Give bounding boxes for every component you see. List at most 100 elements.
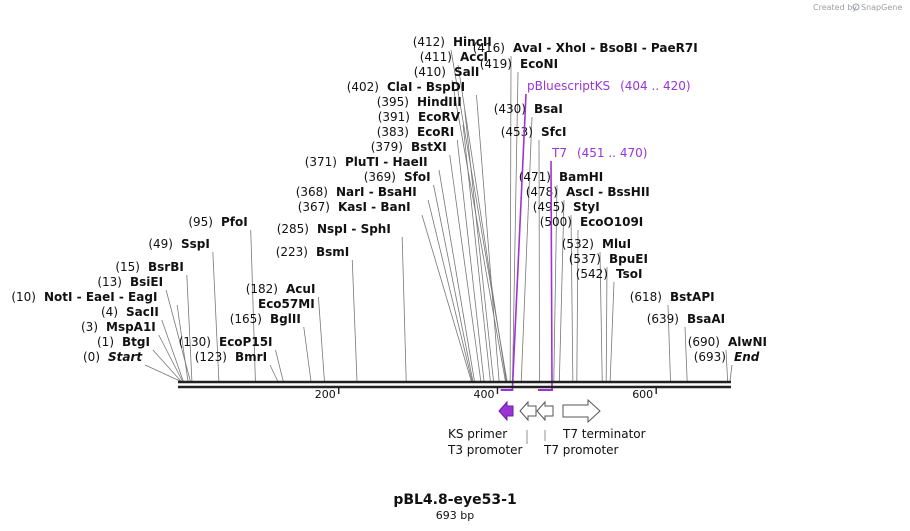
enzyme-label-ecop15i[interactable]: (130) EcoP15I — [179, 335, 273, 349]
enzyme-position: (693) — [694, 350, 726, 364]
enzyme-label-hincii[interactable]: (412) HincII — [413, 35, 492, 49]
enzyme-name: BstAPI — [670, 290, 715, 304]
enzyme-label-styi[interactable]: (495) StyI — [533, 200, 600, 214]
enzyme-name: SfcI — [541, 125, 566, 139]
credit-brand: SnapGene — [861, 3, 902, 12]
enzyme-label-pluti-haeii[interactable]: (371) PluTI - HaeII — [305, 155, 428, 169]
enzyme-name: Start — [108, 350, 143, 364]
enzyme-name: NotI - EaeI - EagI — [44, 290, 157, 304]
leader-line-bpuei — [605, 266, 608, 382]
enzyme-label-bstxi[interactable]: (379) BstXI — [371, 140, 447, 154]
enzyme-label-hindiii[interactable]: (395) HindIII — [377, 95, 462, 109]
enzyme-position: (500) — [540, 215, 572, 229]
enzyme-position: (4) — [101, 305, 118, 319]
t7-terminator-arrow-icon[interactable] — [562, 398, 601, 424]
leader-line-bsmi — [351, 259, 358, 382]
enzyme-name: BmrI — [235, 350, 267, 364]
enzyme-name: StyI — [573, 200, 600, 214]
enzyme-label-bglii[interactable]: (165) BglII — [230, 312, 301, 326]
snapgene-logo-icon — [852, 3, 860, 11]
enzyme-label-sspi[interactable]: (49) SspI — [148, 237, 209, 251]
primer-leader-t7 — [550, 160, 553, 391]
enzyme-position: (130) — [179, 335, 211, 349]
ruler-ticks: 200 400 600 — [315, 388, 657, 401]
enzyme-name: BtgI — [122, 335, 150, 349]
enzyme-label-start[interactable]: (0) Start — [83, 350, 143, 364]
enzyme-name: BstXI — [411, 140, 447, 154]
feature-label-ks-primer: KS primer — [448, 427, 507, 441]
t3-promoter-arrow-icon[interactable] — [519, 400, 537, 422]
enzyme-label-acui[interactable]: (182) AcuI — [246, 282, 316, 296]
enzyme-name: AlwNI — [728, 335, 767, 349]
enzyme-label-bsrbi[interactable]: (15) BsrBI — [115, 260, 183, 274]
enzyme-label-avai-xhoi-bsobi-paer7i[interactable]: (416) AvaI - XhoI - BsoBI - PaeR7I — [473, 41, 698, 55]
primer-label-pbluescriptks[interactable]: pBluescriptKS (404 .. 420) — [527, 79, 691, 93]
enzyme-name: Eco57MI — [258, 297, 315, 311]
enzyme-label-sacii[interactable]: (4) SacII — [101, 305, 159, 319]
enzyme-position: (10) — [11, 290, 36, 304]
enzyme-name: AvaI - XhoI - BsoBI - PaeR7I — [513, 41, 698, 55]
enzyme-label-econi[interactable]: (419) EcoNI — [480, 57, 558, 71]
enzyme-label-eco57mi[interactable]: Eco57MI — [258, 297, 315, 311]
leader-line-mlui — [599, 251, 603, 382]
enzyme-label-nspi-sphi[interactable]: (285) NspI - SphI — [277, 222, 391, 236]
enzyme-name: SspI — [181, 237, 210, 251]
enzyme-name: BpuEI — [609, 252, 648, 266]
leader-line-ecop15i — [275, 349, 284, 382]
enzyme-position: (223) — [276, 245, 308, 259]
enzyme-label-acci[interactable]: (411) AccI — [420, 50, 488, 64]
enzyme-name: NarI - BsaHI — [336, 185, 417, 199]
enzyme-label-mspa1i[interactable]: (3) MspA1I — [81, 320, 156, 334]
enzyme-label-bsiei[interactable]: (13) BsiEI — [97, 275, 163, 289]
enzyme-label-bsai[interactable]: (430) BsaI — [494, 102, 563, 116]
leader-line-asci-bsshii — [558, 199, 565, 382]
enzyme-position: (639) — [647, 312, 679, 326]
enzyme-label-tsoi[interactable]: (542) TsoI — [576, 267, 643, 281]
enzyme-position: (453) — [501, 125, 533, 139]
enzyme-label-end[interactable]: (693) End — [694, 350, 760, 364]
enzyme-label-asci-bsshii[interactable]: (478) AscI - BssHII — [526, 185, 650, 199]
enzyme-label-bsaai[interactable]: (639) BsaAI — [647, 312, 725, 326]
enzyme-position: (402) — [347, 80, 379, 94]
enzyme-label-btgi[interactable]: (1) BtgI — [97, 335, 150, 349]
enzyme-name: PluTI - HaeII — [345, 155, 428, 169]
leader-line-sacii — [161, 319, 184, 382]
enzyme-label-nari-bsahi[interactable]: (368) NarI - BsaHI — [296, 185, 417, 199]
leader-line-pfoi — [250, 229, 256, 382]
enzyme-label-sfci[interactable]: (453) SfcI — [501, 125, 567, 139]
leader-line-bsiei — [165, 289, 191, 382]
enzyme-name: MluI — [602, 237, 631, 251]
enzyme-position: (411) — [420, 50, 452, 64]
enzyme-label-sfoi[interactable]: (369) SfoI — [364, 170, 431, 184]
leader-line-bsai — [520, 116, 533, 382]
enzyme-position: (95) — [188, 215, 213, 229]
ks-primer-arrow-icon[interactable] — [498, 400, 514, 422]
enzyme-position: (49) — [148, 237, 173, 251]
enzyme-name: EcoP15I — [219, 335, 273, 349]
enzyme-name: EcoNI — [520, 57, 558, 71]
enzyme-position: (1) — [97, 335, 114, 349]
enzyme-label-noti-eaei-eagi[interactable]: (10) NotI - EaeI - EagI — [11, 290, 157, 304]
enzyme-name: SalI — [454, 65, 479, 79]
t7-promoter-arrow-icon[interactable] — [536, 400, 554, 422]
enzyme-name: HincII — [453, 35, 492, 49]
leader-line-mspa1i — [158, 334, 183, 382]
enzyme-name: AcuI — [286, 282, 315, 296]
enzyme-label-clai-bspdi[interactable]: (402) ClaI - BspDI — [347, 80, 465, 94]
enzyme-label-ecorv[interactable]: (391) EcoRV — [378, 110, 461, 124]
enzyme-label-bstapi[interactable]: (618) BstAPI — [630, 290, 715, 304]
enzyme-label-alwni[interactable]: (690) AlwNI — [688, 335, 767, 349]
enzyme-label-sali[interactable]: (410) SalI — [414, 65, 480, 79]
enzyme-label-mlui[interactable]: (532) MluI — [562, 237, 631, 251]
enzyme-label-ecoo109i[interactable]: (500) EcoO109I — [540, 215, 644, 229]
enzyme-label-bsmi[interactable]: (223) BsmI — [276, 245, 350, 259]
enzyme-name: SfoI — [404, 170, 431, 184]
enzyme-label-bpuei[interactable]: (537) BpuEI — [569, 252, 648, 266]
primer-label-t7[interactable]: T7 (451 .. 470) — [551, 146, 647, 160]
enzyme-label-ecori[interactable]: (383) EcoRI — [377, 125, 455, 139]
enzyme-label-kasi-bani[interactable]: (367) KasI - BanI — [298, 200, 411, 214]
enzyme-label-pfoi[interactable]: (95) PfoI — [188, 215, 247, 229]
enzyme-label-bamhi[interactable]: (471) BamHI — [519, 170, 604, 184]
enzyme-label-bmri[interactable]: (123) BmrI — [195, 350, 267, 364]
leader-line-bmri — [269, 364, 278, 382]
